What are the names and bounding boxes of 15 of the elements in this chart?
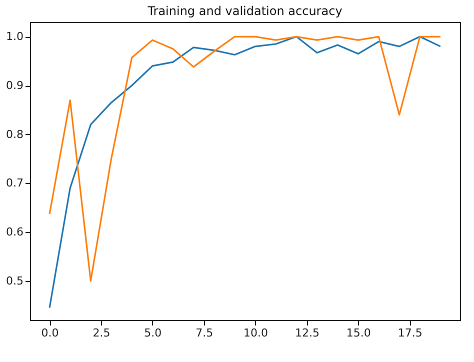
y-tick-label: 0.7 [6, 176, 24, 190]
y-tick-label: 0.8 [6, 128, 24, 141]
x-tick-label: 15.0 [346, 326, 371, 340]
y-tick-label: 0.6 [6, 226, 24, 239]
y-tick-label: 0.5 [6, 274, 24, 288]
y-tick-label: 1.0 [6, 30, 24, 44]
x-tick-label: 10.0 [244, 326, 268, 340]
y-tick-label: 0.9 [6, 79, 24, 92]
x-tick-label: 2.5 [92, 326, 110, 340]
x-tick-label: 12.5 [294, 326, 320, 340]
x-tick-label: 5.0 [144, 326, 162, 340]
x-tick-label: 0.0 [41, 326, 59, 340]
chart-title: Training and validation accuracy [146, 4, 342, 18]
x-tick-label: 17.5 [398, 326, 422, 340]
x-tick-label: 7.5 [196, 326, 214, 340]
